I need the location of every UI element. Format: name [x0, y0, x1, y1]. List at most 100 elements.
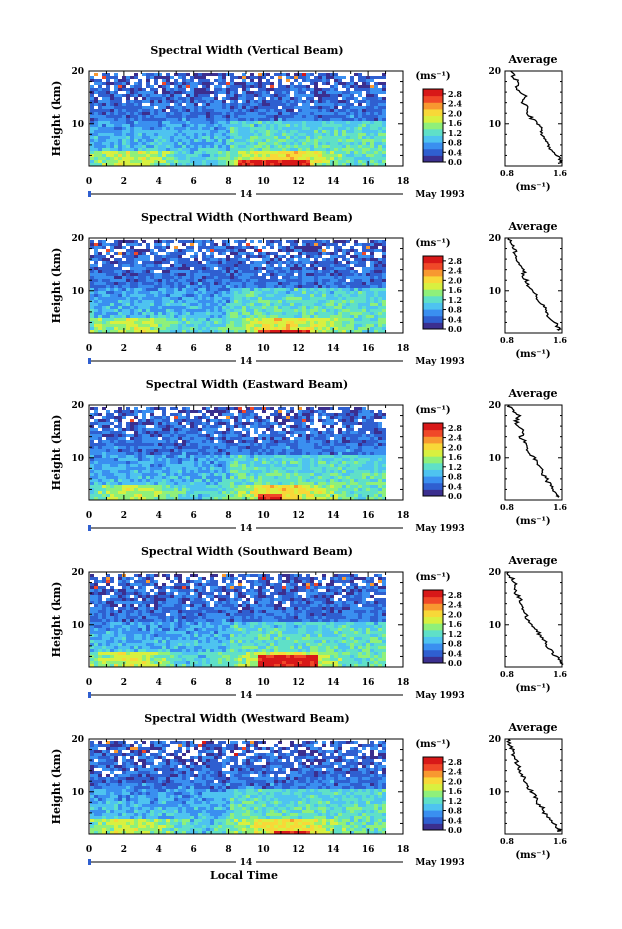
- heatmap-cell: [382, 321, 386, 324]
- heatmap-cell: [334, 255, 338, 258]
- heatmap-cell: [218, 267, 222, 270]
- heatmap-cell: [322, 145, 326, 148]
- heatmap-cell: [146, 282, 150, 285]
- heatmap-cell: [138, 142, 142, 145]
- heatmap-cell: [334, 422, 338, 425]
- heatmap-cell: [310, 407, 314, 410]
- heatmap-cell: [206, 148, 210, 151]
- heatmap-cell: [94, 324, 98, 327]
- heatmap-cell: [158, 321, 162, 324]
- heatmap-cell: [178, 282, 182, 285]
- heatmap-cell: [158, 264, 162, 267]
- heatmap-cell: [90, 315, 94, 318]
- heatmap-cell: [314, 309, 318, 312]
- heatmap-cell: [138, 130, 142, 133]
- heatmap-cell: [210, 100, 214, 103]
- heatmap-cell: [142, 115, 146, 118]
- heatmap-cell: [166, 246, 170, 249]
- heatmap-cell: [118, 163, 122, 166]
- heatmap-cell: [154, 100, 158, 103]
- heatmap-cell: [150, 264, 154, 267]
- heatmap-cell: [298, 297, 302, 300]
- heatmap-cell: [194, 416, 198, 419]
- heatmap-cell: [242, 410, 246, 413]
- heatmap-cell: [126, 240, 130, 243]
- heatmap-cell: [134, 249, 138, 252]
- heatmap-cell: [298, 121, 302, 124]
- heatmap-cell: [298, 294, 302, 297]
- heatmap-cell: [294, 76, 298, 79]
- heatmap-cell: [358, 133, 362, 136]
- heatmap-cell: [298, 422, 302, 425]
- heatmap-cell: [130, 85, 134, 88]
- heatmap-cell: [382, 413, 386, 416]
- colorbar-tick-label: 2.0: [448, 108, 462, 118]
- heatmap-cell: [182, 112, 186, 115]
- heatmap-cell: [382, 306, 386, 309]
- heatmap-cell: [342, 264, 346, 267]
- heatmap-cell: [298, 252, 302, 255]
- heatmap-cell: [210, 300, 214, 303]
- heatmap-cell: [282, 297, 286, 300]
- heatmap-cell: [126, 163, 130, 166]
- heatmap-cell: [218, 318, 222, 321]
- heatmap-cell: [254, 139, 258, 142]
- heatmap-cell: [190, 303, 194, 306]
- heatmap-cell: [250, 118, 254, 121]
- heatmap-cell: [330, 324, 334, 327]
- heatmap-cell: [350, 249, 354, 252]
- heatmap-cell: [98, 327, 102, 330]
- heatmap-cell: [198, 130, 202, 133]
- heatmap-cell: [306, 294, 310, 297]
- heatmap-cell: [142, 154, 146, 157]
- heatmap-cell: [170, 270, 174, 273]
- heatmap-cell: [142, 255, 146, 258]
- heatmap-cell: [206, 73, 210, 76]
- heatmap-cell: [234, 297, 238, 300]
- heatmap-cell: [186, 163, 190, 166]
- heatmap-cell: [138, 79, 142, 82]
- heatmap-cell: [290, 318, 294, 321]
- heatmap-cell: [242, 121, 246, 124]
- heatmap-cell: [350, 160, 354, 163]
- heatmap-cell: [126, 160, 130, 163]
- heatmap-cell: [222, 121, 226, 124]
- heatmap-cell: [370, 428, 374, 431]
- heatmap-cell: [282, 133, 286, 136]
- heatmap-cell: [346, 100, 350, 103]
- heatmap-cell: [310, 100, 314, 103]
- heatmap-cell: [146, 109, 150, 112]
- heatmap-cell: [158, 145, 162, 148]
- heatmap-cell: [230, 318, 234, 321]
- heatmap-cell: [162, 303, 166, 306]
- heatmap-cell: [254, 291, 258, 294]
- heatmap-cell: [342, 142, 346, 145]
- heatmap-cell: [166, 276, 170, 279]
- heatmap-cell: [250, 91, 254, 94]
- heatmap-cell: [274, 294, 278, 297]
- heatmap-cell: [110, 91, 114, 94]
- heatmap-cell: [302, 273, 306, 276]
- heatmap-cell: [114, 309, 118, 312]
- heatmap-cell: [262, 148, 266, 151]
- heatmap-cell: [370, 315, 374, 318]
- heatmap-cell: [150, 103, 154, 106]
- heatmap-cell: [166, 91, 170, 94]
- heatmap-cell: [206, 422, 210, 425]
- heatmap-cell: [134, 422, 138, 425]
- heatmap-cell: [350, 157, 354, 160]
- heatmap-cell: [118, 85, 122, 88]
- heatmap-cell: [290, 118, 294, 121]
- heatmap-cell: [294, 118, 298, 121]
- heatmap-cell: [238, 270, 242, 273]
- heatmap-cell: [362, 285, 366, 288]
- heatmap-cell: [110, 145, 114, 148]
- heatmap-cell: [346, 419, 350, 422]
- heatmap-cell: [134, 267, 138, 270]
- heatmap-cell: [350, 118, 354, 121]
- heatmap-cell: [238, 410, 242, 413]
- heatmap-cell: [242, 270, 246, 273]
- heatmap-cell: [346, 145, 350, 148]
- heatmap-cell: [378, 139, 382, 142]
- heatmap-cell: [258, 115, 262, 118]
